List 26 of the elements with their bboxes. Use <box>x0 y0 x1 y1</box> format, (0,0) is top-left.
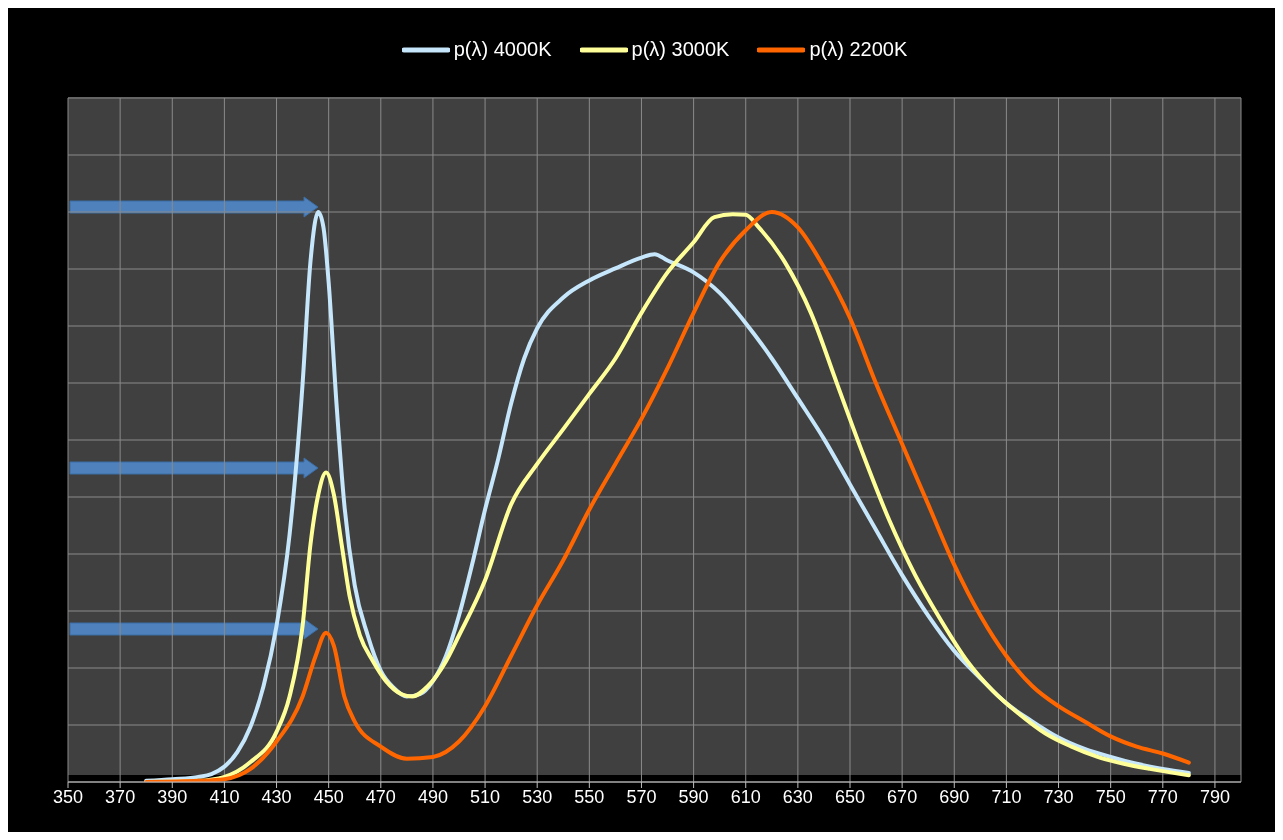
x-tick-label: 610 <box>730 786 761 807</box>
x-tick-label: 710 <box>991 786 1022 807</box>
legend-label: p(λ) 4000K <box>453 38 552 61</box>
x-tick-label: 650 <box>834 786 866 807</box>
x-tick-label: 350 <box>52 786 84 807</box>
x-tick-label: 490 <box>417 786 448 807</box>
x-tick-label: 770 <box>1147 786 1178 807</box>
x-tick-label: 370 <box>105 786 136 807</box>
x-tick-label: 430 <box>261 786 292 807</box>
x-tick-label: 790 <box>1199 786 1230 807</box>
x-tick-label: 730 <box>1043 786 1074 807</box>
x-tick-label: 750 <box>1095 786 1126 807</box>
x-tick-label: 570 <box>626 786 657 807</box>
x-tick-label: 390 <box>157 786 188 807</box>
x-tick-label: 690 <box>939 786 970 807</box>
x-tick-label: 670 <box>887 786 918 807</box>
legend-label: p(λ) 3000K <box>631 38 730 61</box>
x-tick-label: 530 <box>522 786 553 807</box>
x-tick-label: 410 <box>209 786 240 807</box>
x-tick-label: 630 <box>782 786 813 807</box>
legend-label: p(λ) 2200K <box>809 38 908 61</box>
x-tick-label: 510 <box>470 786 501 807</box>
x-tick-label: 470 <box>365 786 396 807</box>
x-tick-label: 450 <box>313 786 344 807</box>
x-tick-label: 550 <box>574 786 605 807</box>
x-tick-label: 590 <box>678 786 709 807</box>
